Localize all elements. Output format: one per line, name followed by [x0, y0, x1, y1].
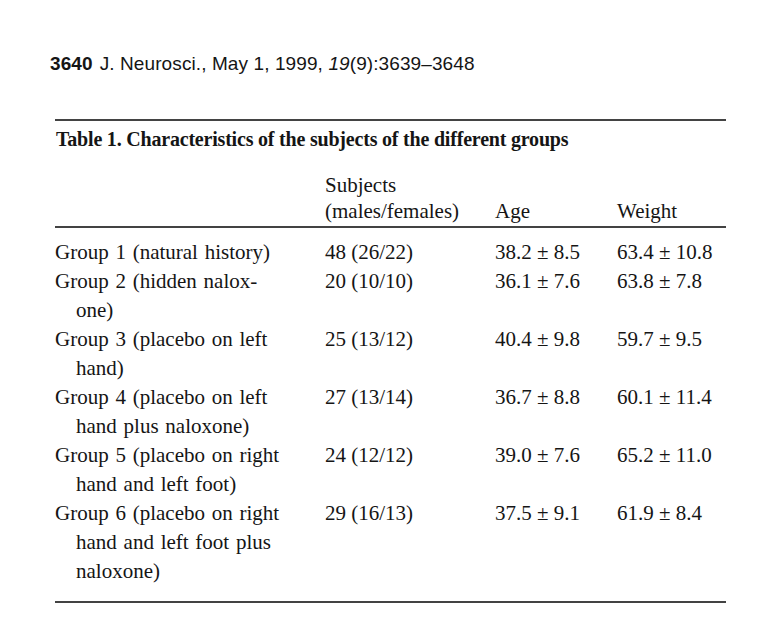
cell-group: Group 2 (hidden nalox- one)	[55, 267, 325, 325]
table-title: Table 1. Characteristics of the subjects…	[56, 126, 726, 152]
page-number: 3640	[50, 53, 93, 74]
cell-age: 36.7 ± 8.8	[495, 383, 617, 441]
cell-weight: 63.4 ± 10.8	[617, 238, 726, 267]
table-row: Group 1 (natural history) 48 (26/22) 38.…	[55, 238, 726, 267]
cell-weight: 63.8 ± 7.8	[617, 267, 726, 325]
column-header-age: Age	[495, 198, 617, 224]
cell-subjects: 27 (13/14)	[325, 383, 495, 441]
cell-age: 39.0 ± 7.6	[495, 441, 617, 499]
cell-weight: 60.1 ± 11.4	[617, 383, 726, 441]
cell-age: 38.2 ± 8.5	[495, 238, 617, 267]
table-body: Group 1 (natural history) 48 (26/22) 38.…	[55, 228, 726, 601]
cell-group: Group 3 (placebo on left hand)	[55, 325, 325, 383]
table-row: Group 6 (placebo on right hand and left …	[55, 499, 726, 586]
cell-group: Group 6 (placebo on right hand and left …	[55, 499, 325, 586]
journal-volume: 19	[328, 53, 349, 74]
table-bottom-rule	[55, 601, 726, 603]
cell-group: Group 5 (placebo on right hand and left …	[55, 441, 325, 499]
table-row: Group 5 (placebo on right hand and left …	[55, 441, 726, 499]
cell-age: 40.4 ± 9.8	[495, 325, 617, 383]
table-top-rule	[55, 119, 726, 121]
cell-group: Group 4 (placebo on left hand plus nalox…	[55, 383, 325, 441]
cell-age: 37.5 ± 9.1	[495, 499, 617, 586]
cell-group: Group 1 (natural history)	[55, 238, 325, 267]
column-header-subjects: Subjects (males/females)	[325, 172, 495, 224]
cell-weight: 61.9 ± 8.4	[617, 499, 726, 586]
table-row: Group 4 (placebo on left hand plus nalox…	[55, 383, 726, 441]
table-1: Table 1. Characteristics of the subjects…	[55, 119, 726, 603]
journal-issue-pages: (9):3639–3648	[350, 53, 475, 74]
cell-subjects: 24 (12/12)	[325, 441, 495, 499]
journal-header: 3640 J. Neurosci., May 1, 1999, 19(9):363…	[50, 53, 475, 75]
cell-subjects: 25 (13/12)	[325, 325, 495, 383]
cell-subjects: 20 (10/10)	[325, 267, 495, 325]
table-row: Group 3 (placebo on left hand) 25 (13/12…	[55, 325, 726, 383]
table-row: Group 2 (hidden nalox- one) 20 (10/10) 3…	[55, 267, 726, 325]
cell-age: 36.1 ± 7.6	[495, 267, 617, 325]
journal-page: 3640 J. Neurosci., May 1, 1999, 19(9):363…	[0, 0, 772, 634]
journal-citation: J. Neurosci., May 1, 1999,	[100, 53, 323, 74]
table-column-headers: Subjects (males/females) Age Weight	[55, 152, 726, 226]
cell-subjects: 48 (26/22)	[325, 238, 495, 267]
cell-subjects: 29 (16/13)	[325, 499, 495, 586]
cell-weight: 59.7 ± 9.5	[617, 325, 726, 383]
column-header-weight: Weight	[617, 198, 726, 224]
cell-weight: 65.2 ± 11.0	[617, 441, 726, 499]
